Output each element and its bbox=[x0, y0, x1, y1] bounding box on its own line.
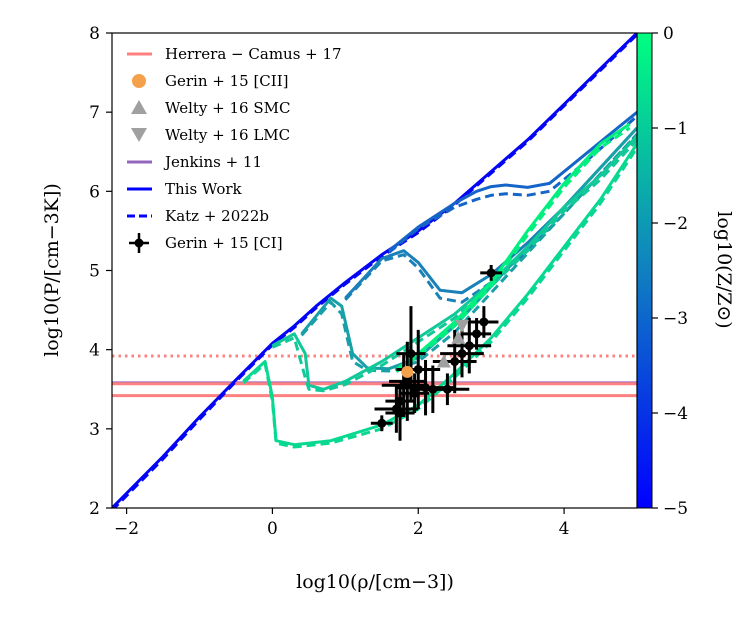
series-2-solid bbox=[388, 111, 637, 252]
legend-label-katz: Katz + 2022b bbox=[165, 207, 269, 225]
legend-katz: Katz + 2022b bbox=[127, 207, 269, 225]
x-tick-label: −2 bbox=[114, 519, 139, 539]
x-tick-label: 0 bbox=[267, 519, 278, 539]
y-tick-label: 7 bbox=[89, 103, 100, 123]
y-tick-label: 8 bbox=[89, 24, 100, 44]
y-axis-ticks: 2 3 4 5 6 7 8 bbox=[89, 24, 112, 519]
y-tick-label: 4 bbox=[89, 341, 100, 361]
gerin-ci-marker bbox=[395, 396, 405, 406]
colorbar-tick-label: −5 bbox=[663, 499, 688, 519]
legend-welty-smc: Welty + 16 SMC bbox=[131, 99, 290, 117]
series-7-dashed bbox=[300, 133, 637, 373]
y-tick-label: 3 bbox=[89, 420, 100, 440]
y-tick-label: 5 bbox=[89, 262, 100, 282]
gerin-ci-marker bbox=[479, 317, 489, 327]
gerin-ci-marker bbox=[406, 349, 416, 359]
colorbar-tick-label: −4 bbox=[663, 404, 688, 424]
gerin-ci-point-5 bbox=[396, 306, 426, 402]
gerin-ci-point-9 bbox=[425, 373, 470, 406]
y-tick-label: 2 bbox=[89, 499, 100, 519]
colorbar-ticks: 0 −1 −2 −3 −4 −5 bbox=[652, 24, 688, 519]
gerin-ci-point-16 bbox=[385, 385, 415, 417]
series-1-dashed bbox=[112, 33, 637, 508]
legend-welty-lmc: Welty + 16 LMC bbox=[131, 126, 290, 144]
gerin-ci-marker bbox=[377, 418, 387, 428]
welty-lmc-point bbox=[455, 319, 469, 333]
x-axis-ticks: −2 0 2 4 bbox=[114, 508, 569, 539]
welty-smc-point bbox=[451, 330, 466, 344]
colorbar bbox=[636, 32, 653, 509]
colorbar-tick-label: 0 bbox=[663, 24, 674, 44]
colorbar-tick-label: −1 bbox=[663, 119, 688, 139]
gerin-ci-marker bbox=[442, 384, 452, 394]
gerin-ci-marker bbox=[472, 329, 482, 339]
gerin-cii-point bbox=[401, 365, 414, 378]
legend-label-herrera-camus: Herrera − Camus + 17 bbox=[165, 45, 342, 63]
colorbar-label: log10(Z/Z⊙) bbox=[713, 211, 735, 328]
legend-label-welty-smc: Welty + 16 SMC bbox=[165, 99, 290, 117]
legend-label-welty-lmc: Welty + 16 LMC bbox=[165, 126, 290, 144]
legend-herrera-camus: Herrera − Camus + 17 bbox=[127, 45, 342, 63]
gerin-ci-point-15 bbox=[480, 264, 503, 281]
x-axis-label: log10(ρ/[cm−3]) bbox=[296, 571, 454, 593]
x-tick-label: 2 bbox=[413, 519, 424, 539]
legend-label-gerin-cii: Gerin + 15 [CII] bbox=[165, 72, 288, 90]
gerin-ci-point-12 bbox=[447, 318, 492, 374]
gerin-ci-point-0 bbox=[370, 415, 393, 432]
y-axis-label: log10(P/[cm−3K]) bbox=[41, 183, 63, 357]
series-13-dashed bbox=[395, 126, 631, 374]
gerin-ci-marker bbox=[464, 341, 474, 351]
gerin-ci-marker bbox=[413, 364, 423, 374]
legend-label-jenkins: Jenkins + 11 bbox=[163, 153, 262, 171]
gerin-ci-marker bbox=[410, 388, 420, 398]
gerin-ci-marker bbox=[450, 357, 460, 367]
legend-gerin-cii: Gerin + 15 [CII] bbox=[132, 72, 288, 90]
legend-gerin-ci: Gerin + 15 [CI] bbox=[129, 233, 283, 253]
gerin-ci-point-17 bbox=[400, 373, 430, 413]
plot-layer bbox=[112, 33, 637, 508]
colorbar-tick-label: −2 bbox=[663, 214, 688, 234]
gerin-ci-marker bbox=[457, 349, 467, 359]
y-tick-label: 6 bbox=[89, 182, 100, 202]
legend-jenkins: Jenkins + 11 bbox=[127, 153, 262, 171]
legend-label-this-work: This Work bbox=[165, 180, 243, 198]
gerin-ci-point-14 bbox=[469, 306, 499, 338]
legend-label-gerin-ci: Gerin + 15 [CI] bbox=[165, 234, 283, 252]
legend: Herrera − Camus + 17 Gerin + 15 [CII] We… bbox=[127, 45, 342, 253]
legend-this-work: This Work bbox=[127, 180, 243, 198]
series-12-solid bbox=[395, 122, 631, 371]
gerin-ci-point-13 bbox=[462, 318, 492, 350]
series-8-solid bbox=[271, 134, 637, 391]
welty-smc-point bbox=[436, 354, 451, 368]
x-tick-label: 4 bbox=[559, 519, 570, 539]
colorbar-tick-label: −3 bbox=[663, 309, 688, 329]
gerin-ci-marker bbox=[486, 268, 496, 278]
